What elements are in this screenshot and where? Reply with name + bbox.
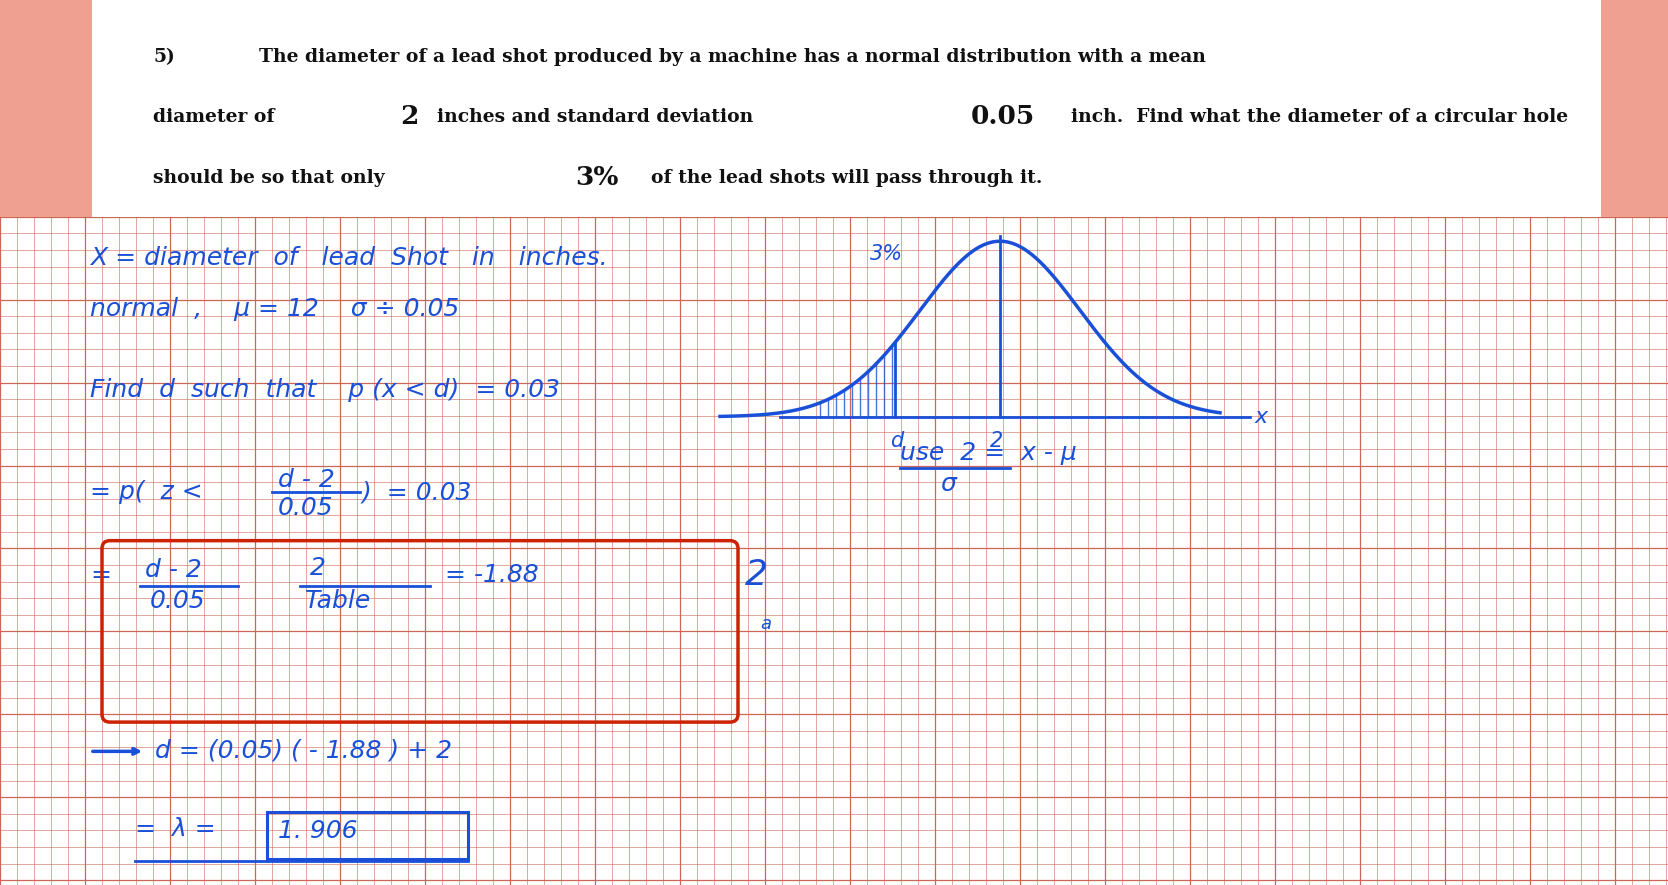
Text: X = diameter  of   lead  Shot   in   inches.: X = diameter of lead Shot in inches. [90, 246, 607, 270]
Text: inch.  Find what the diameter of a circular hole: inch. Find what the diameter of a circul… [1071, 108, 1568, 127]
Text: use  2 =  x - μ: use 2 = x - μ [901, 442, 1078, 466]
Text: = p(  z <: = p( z < [90, 481, 203, 504]
Text: 2: 2 [991, 431, 1002, 451]
Text: 3%: 3% [575, 165, 619, 189]
Text: 3%: 3% [871, 244, 902, 264]
Text: x: x [1254, 407, 1268, 427]
Text: of the lead shots will pass through it.: of the lead shots will pass through it. [651, 169, 1042, 187]
Text: = -1.88: = -1.88 [445, 563, 539, 587]
Text: normal  ,    μ = 12    σ ÷ 0.05: normal , μ = 12 σ ÷ 0.05 [90, 296, 459, 320]
Text: a: a [761, 615, 771, 633]
Text: d = (0.05) ( - 1.88 ) + 2: d = (0.05) ( - 1.88 ) + 2 [155, 739, 452, 763]
Text: 2: 2 [400, 104, 419, 129]
Text: 0.05: 0.05 [150, 589, 205, 613]
Text: should be so that only: should be so that only [153, 169, 385, 187]
Text: 0.05: 0.05 [279, 496, 334, 519]
Text: 2: 2 [310, 557, 325, 581]
Text: 0.05: 0.05 [971, 104, 1036, 129]
Text: diameter of: diameter of [153, 108, 275, 127]
Text: 5): 5) [153, 48, 175, 65]
Text: =  λ =: = λ = [135, 817, 215, 841]
Bar [0, 0, 92, 217]
Text: )  = 0.03: ) = 0.03 [362, 481, 472, 504]
Text: inches and standard deviation: inches and standard deviation [437, 108, 754, 127]
Text: d - 2: d - 2 [279, 468, 335, 492]
Text: Find  d  such  that    p (x < d)  = 0.03: Find d such that p (x < d) = 0.03 [90, 378, 560, 402]
Bar [1601, 0, 1668, 217]
Text: 2: 2 [746, 558, 767, 592]
Text: d - 2: d - 2 [145, 558, 202, 582]
Text: Table: Table [305, 589, 372, 613]
Text: σ: σ [941, 473, 956, 496]
Text: d: d [891, 431, 904, 451]
Text: 1. 906: 1. 906 [279, 819, 357, 843]
Text: =: = [90, 563, 112, 587]
Text: The diameter of a lead shot produced by a machine has a normal distribution with: The diameter of a lead shot produced by … [259, 48, 1206, 65]
